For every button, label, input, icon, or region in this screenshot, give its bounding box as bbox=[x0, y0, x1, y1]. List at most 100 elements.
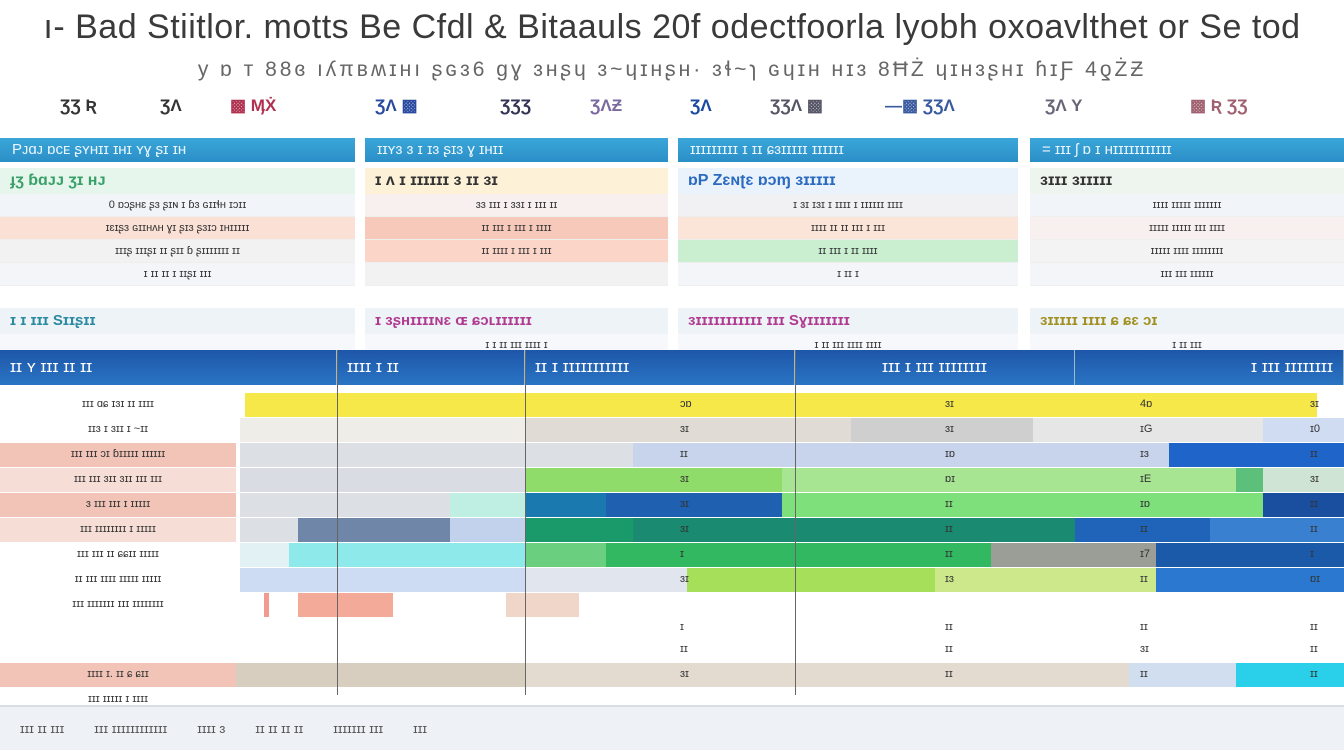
table-row: ɪɪ ɪɪɪ ɪɪɪɪ ɪɪɪɪɪ ɪɪɪɪɪ ɜɪ ɪɜ ɪɪ ɒɪ bbox=[0, 568, 1344, 592]
column-header: ɪɪɪɪ ɪ ɪɪ bbox=[337, 350, 525, 385]
cell-value: ɪɪ bbox=[945, 621, 953, 633]
row-label: ɪɪɪ ɑɕ ɪɜɪ ɪɪ ɪɪɪɪ bbox=[0, 393, 236, 417]
bar-segment bbox=[781, 468, 1237, 492]
row-label: ɪɪ ɪɪɪ ɪɪɪɪ ɪɪɪɪɪ ɪɪɪɪɪ bbox=[0, 568, 236, 592]
table-row: ɪɪɪ ɪɪɪ ɔɪ ɓɪɪɪɪɪ ɪɪɪɪɪɪ ɪɪ ɪɒ ɪɜ ɪɪ bbox=[0, 443, 1344, 467]
bar-segment bbox=[449, 493, 525, 517]
footer-item: ɪɪɪɪ ɜ bbox=[197, 721, 226, 736]
bar-segment bbox=[525, 518, 633, 542]
bar-segment bbox=[506, 593, 579, 617]
section-row: ɪ ɪɪ ɪ bbox=[678, 263, 1018, 286]
cell-value: ɪɪ bbox=[1140, 621, 1148, 633]
cell-value: ɜɪ bbox=[680, 668, 689, 680]
bar-segment bbox=[240, 543, 289, 567]
bar-segment bbox=[606, 493, 782, 517]
row-label: ɪɪɪ ɪɪɪɪɪɪɪ ɪɪɪ ɪɪɪɪɪɪɪɪ bbox=[0, 593, 236, 617]
cell-value: ɪ0 bbox=[1310, 423, 1321, 435]
footer-item: ɪɪɪ bbox=[413, 721, 428, 736]
footer-item: ɪɪ ɪɪ ɪɪ ɪɪ bbox=[255, 721, 304, 736]
info-section: Pᴊɑᴊ ɒᴄᴇ ʂʏʜɪɪ ɪʜɪ ʏɣ ʂɪ ɪʜ ɟʒ ɓɑᴊᴊ ʒɪ ʜᴊ… bbox=[0, 138, 355, 357]
cell-value: ɪɪ bbox=[945, 668, 953, 680]
row-label: ɪɪɪ ɪɪɪ ɔɪ ɓɪɪɪɪɪ ɪɪɪɪɪɪ bbox=[0, 443, 236, 467]
cell-value: ɪɪ bbox=[945, 643, 953, 655]
section-row: ɪɪ ɪɪɪɪ ɪ ɪɪɪ ɪ ɪɪɪ bbox=[365, 240, 668, 263]
bar-segment bbox=[210, 663, 525, 687]
footer-item: ɪɪɪ ɪɪ ɪɪɪ bbox=[20, 721, 65, 736]
bar-segment bbox=[298, 593, 394, 617]
section-subheading: ɟʒ ɓɑᴊᴊ ʒɪ ʜᴊ bbox=[0, 168, 355, 194]
bar-segment bbox=[240, 518, 299, 542]
cell-value: ɪɪ bbox=[1140, 523, 1148, 535]
row-label: ɪɪɪ ɪɪɪ ɪɪ ɕɕɪɪ ɪɪɪɪɪ bbox=[0, 543, 236, 567]
table-header: ɪɪ ʏ ɪɪɪ ɪɪ ɪɪ ɪɪɪɪ ɪ ɪɪ ɪɪ ɪ ɪɪɪɪɪɪɪɪɪɪ… bbox=[0, 350, 1344, 385]
section-row bbox=[365, 263, 668, 286]
logo-mark: ƷɅ bbox=[690, 96, 712, 115]
bar-segment bbox=[449, 518, 525, 542]
cell-value: 4ɒ bbox=[1140, 398, 1153, 410]
bar-segment bbox=[264, 593, 270, 617]
cell-value: ɪɜ bbox=[945, 573, 954, 585]
row-label: ɜ ɪɪɪ ɪɪɪ ɪ ɪɪɪɪɪ bbox=[0, 493, 236, 517]
cell-value: ɪɪ bbox=[945, 548, 953, 560]
section-row: ɜɜ ɪɪɪ ɪ ɜɜɪ ɪ ɪɪɪ ɪɪ bbox=[365, 194, 668, 217]
section-row: ɪ ɜɪ ɪɜɪ ɪ ɪɪɪɪ ɪ ɪɪɪɪɪɪ ɪɪɪɪ bbox=[678, 194, 1018, 217]
section-header: = ɪɪɪ ʃ ɒ ɪ ʜɪɪɪɪɪɪɪɪɪɪɪ bbox=[1030, 138, 1344, 162]
table-row: ɪɪɪ ɑɕ ɪɜɪ ɪɪ ɪɪɪɪ ɔɒ ɜɪ 4ɒ ɜɪ bbox=[0, 393, 1344, 417]
page-subtitle: y ɒ ᴛ 88ɞ ıʎπʙʍɪʜı ʂɢɜ6 ɡɣ ɜʜʂɥ ɜ~ɥɪʜʂʜ·… bbox=[197, 58, 1147, 81]
bar-segment bbox=[525, 468, 782, 492]
cell-value: ɪɪ bbox=[1310, 523, 1318, 535]
cell-value: ɔɒ bbox=[680, 398, 692, 410]
cell-value: ɪɪ bbox=[1310, 498, 1318, 510]
bar-segment bbox=[633, 443, 1170, 467]
cell-value: ɪɜ bbox=[1140, 448, 1149, 460]
bar-segment bbox=[687, 568, 935, 592]
cell-value: ɪɪ bbox=[945, 498, 953, 510]
bar-segment bbox=[1033, 418, 1264, 442]
bar-segment bbox=[525, 568, 687, 592]
bar-segment bbox=[240, 443, 525, 467]
section-row: ɪɪɪɪɪ ɪɪɪɪɪ ɪɪɪ ɪɪɪɪ bbox=[1030, 217, 1344, 240]
cell-value: ɒɪ bbox=[945, 473, 956, 485]
row-label: ɪɪɪ ɪɪɪɪɪɪɪɪ ɪ ɪɪɪɪɪ bbox=[0, 518, 236, 542]
logo-mark: ƷƷ Ʀ bbox=[60, 96, 97, 115]
cell-value: ɜɪ bbox=[680, 523, 689, 535]
column-header: ɪɪ ʏ ɪɪɪ ɪɪ ɪɪ bbox=[0, 350, 337, 385]
cell-value: ɜɪ bbox=[1310, 398, 1319, 410]
cell-value: ɪG bbox=[1140, 423, 1153, 435]
section-subheading: ɒP Zɛɴʈɛ ɒɔɱ ɜɪɪɪɪɪ bbox=[678, 168, 1018, 194]
table-row: ɪɪɜ ɪ ɜɪɪ ɪ ~ɪɪ ɜɪ ɜɪ ɪG ɪ0 bbox=[0, 418, 1344, 442]
bar-segment bbox=[1263, 468, 1344, 492]
bar-segment bbox=[1263, 493, 1344, 517]
cell-value: ɪ bbox=[680, 621, 684, 633]
section-header: Pᴊɑᴊ ɒᴄᴇ ʂʏʜɪɪ ɪʜɪ ʏɣ ʂɪ ɪʜ bbox=[0, 138, 355, 162]
cell-value: ɜɪ bbox=[680, 498, 689, 510]
cell-value: ɪɒ bbox=[1140, 498, 1151, 510]
bar-segment bbox=[240, 568, 525, 592]
cell-value: ɜɪ bbox=[680, 473, 689, 485]
row-label: ɪɪɜ ɪ ɜɪɪ ɪ ~ɪɪ bbox=[0, 418, 236, 442]
logo-mark: ƷɅƵ bbox=[590, 96, 623, 115]
logo-mark: ƷƷɅ ▩ bbox=[770, 96, 823, 115]
page-title: ı- Bad Stiitlor. motts Be Cfdl & Bitaaul… bbox=[43, 8, 1301, 46]
section-subheading: ɜɪɪɪ ɜɪɪɪɪɪ bbox=[1030, 168, 1344, 194]
column-divider bbox=[337, 350, 338, 695]
table-row: ɪɪɪ ɪɪɪ ɜɪɪ ɜɪɪ ɪɪɪ ɪɪɪ ɜɪ ɒɪ ɪE ɜɪ bbox=[0, 468, 1344, 492]
cell-value: ɜɪ bbox=[680, 423, 689, 435]
bar-segment bbox=[240, 468, 525, 492]
column-header: ɪ ɪɪɪ ɪɪɪɪɪɪɪɪ bbox=[1075, 350, 1344, 385]
logo-mark: ƷɅ ▩ bbox=[375, 96, 418, 115]
logo-mark: ▩ Ʀ ƷƷ bbox=[1190, 96, 1248, 115]
section-subheading-2: ɜɪɪɪɪɪ ɪɪɪɪ ɕ ɕɛ ɔɪ bbox=[1030, 308, 1344, 334]
cell-value: ɪɪ bbox=[1140, 573, 1148, 585]
section-subheading-2: ɜɪɪɪɪɪɪɪɪɪɪɪ ɪɪɪ Sɣɪɪɪɪɪɪɪ bbox=[678, 308, 1018, 334]
bar-segment bbox=[525, 443, 633, 467]
logo-mark: ƷƷƷ bbox=[500, 96, 532, 115]
cell-value: ɪɪ bbox=[1310, 643, 1318, 655]
bar-segment bbox=[991, 543, 1156, 567]
table-row: ɪɪɪɪ ɪ. ɪɪ ɕ ɕɪɪ ɜɪ ɪɪ ɪɪ ɪɪ bbox=[0, 663, 1344, 687]
logo-mark: —▩ ƷƷɅ bbox=[885, 96, 955, 115]
section-row: ɪɪ ɪɪɪ ɪ ɪɪɪ ɪ ɪɪɪɪ bbox=[365, 217, 668, 240]
bar-segment bbox=[1169, 443, 1344, 467]
section-subheading: ɪ ʌ ɪ ɪɪɪɪɪɪ ɜ ɪɪ ɜɪ bbox=[365, 168, 668, 194]
table-row: ɪɪ ɪɪ ɜɪ ɪɪ bbox=[0, 638, 1344, 662]
